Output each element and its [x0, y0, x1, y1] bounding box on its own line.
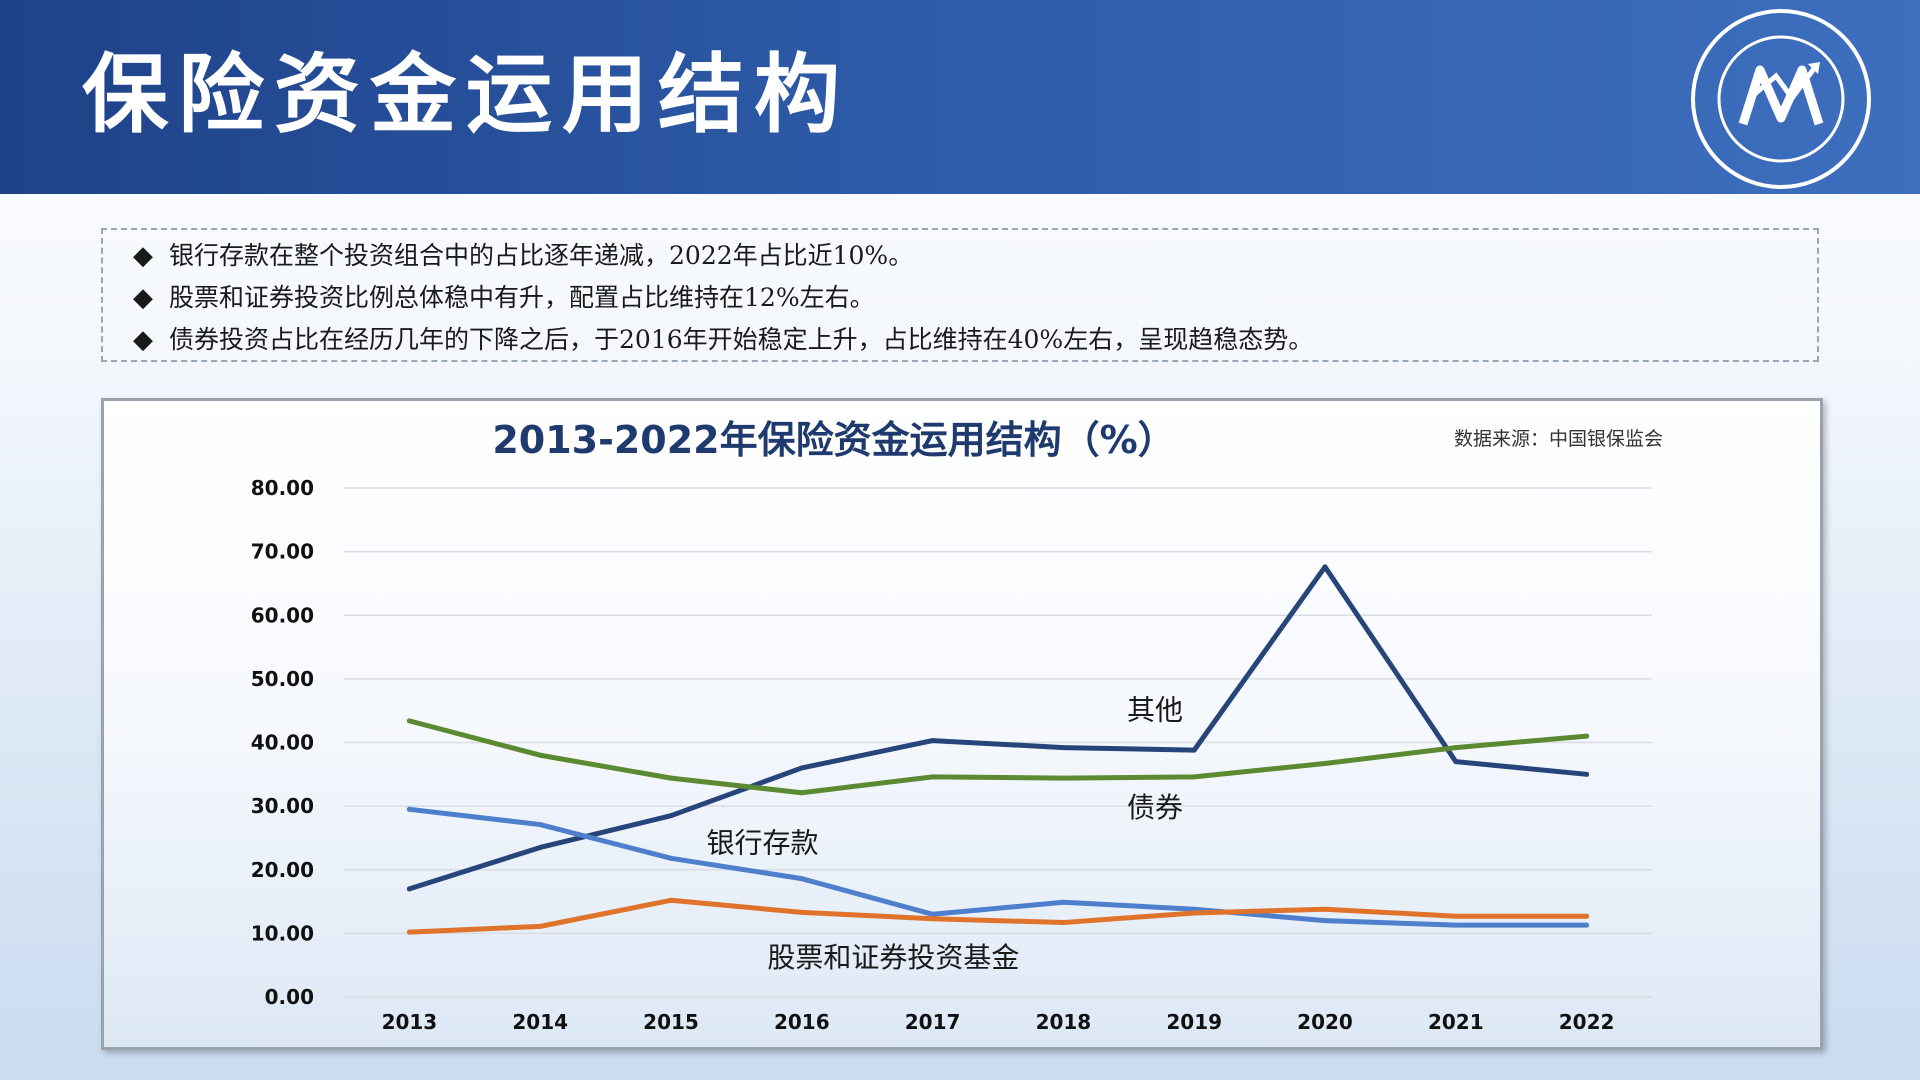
- x-tick-label: 2018: [1036, 1010, 1092, 1034]
- data-point: [799, 765, 805, 771]
- series-label: 债券: [1127, 791, 1183, 824]
- series-line-2: [406, 806, 1590, 928]
- data-point: [1191, 747, 1197, 753]
- data-point: [1584, 733, 1590, 739]
- page-title: 保险资金运用结构: [82, 45, 850, 145]
- data-point: [930, 911, 936, 917]
- data-point: [668, 775, 674, 781]
- data-point: [537, 923, 543, 929]
- x-tick-label: 2014: [512, 1010, 568, 1034]
- data-point: [1453, 913, 1459, 919]
- series-label: 股票和证券投资基金: [767, 941, 1019, 974]
- series-line-1: [406, 718, 1590, 796]
- x-tick-label: 2019: [1166, 1010, 1222, 1034]
- key-point-1: ◆ 银行存款在整个投资组合中的占比逐年递减，2022年占比近10%。: [133, 241, 914, 271]
- y-tick-label: 60.00: [251, 603, 314, 627]
- data-point: [1322, 760, 1328, 766]
- line-chart: 2013-2022年保险资金运用结构（%） 数据来源：中国银保监会 0.00 10…: [251, 418, 1663, 1034]
- y-tick-label: 20.00: [251, 858, 314, 882]
- x-tick-label: 2022: [1559, 1010, 1615, 1034]
- key-points-box: ◆ 银行存款在整个投资组合中的占比逐年递减，2022年占比近10%。 ◆ 股票和证券…: [101, 228, 1819, 362]
- key-point-2: ◆ 股票和证券投资比例总体稳中有升，配置占比维持在12%左右。: [133, 283, 875, 313]
- chart-panel: 2013-2022年保险资金运用结构（%） 数据来源：中国银保监会 0.00 10…: [101, 398, 1823, 1050]
- data-point: [537, 844, 543, 850]
- data-point: [668, 813, 674, 819]
- y-tick-label: 10.00: [251, 921, 314, 945]
- chart-source: 数据来源：中国银保监会: [1454, 428, 1663, 450]
- series-label: 银行存款: [707, 827, 819, 860]
- x-tick-label: 2017: [905, 1010, 961, 1034]
- y-tick-label: 30.00: [251, 794, 314, 818]
- bullet-diamond-icon: ◆: [133, 241, 153, 271]
- data-point: [1453, 922, 1459, 928]
- data-point: [406, 718, 412, 724]
- bullet-diamond-icon: ◆: [133, 325, 153, 355]
- data-point: [930, 738, 936, 744]
- data-point: [1453, 745, 1459, 751]
- x-tick-label: 2016: [774, 1010, 830, 1034]
- data-point: [799, 790, 805, 796]
- chart-title: 2013-2022年保险资金运用结构（%）: [492, 418, 1175, 462]
- data-point: [1191, 906, 1197, 912]
- data-point: [406, 806, 412, 812]
- data-point: [1191, 774, 1197, 780]
- data-point: [1584, 922, 1590, 928]
- data-point: [1322, 906, 1328, 912]
- y-tick-label: 40.00: [251, 731, 314, 755]
- header-banner: 保险资金运用结构: [0, 0, 1920, 194]
- y-tick-label: 70.00: [251, 540, 314, 564]
- data-point: [1584, 913, 1590, 919]
- y-tick-label: 50.00: [251, 667, 314, 691]
- data-point: [799, 909, 805, 915]
- data-point: [930, 774, 936, 780]
- data-point: [406, 929, 412, 935]
- y-tick-label: 0.00: [265, 985, 314, 1009]
- x-tick-label: 2013: [382, 1010, 438, 1034]
- data-point: [1060, 899, 1066, 905]
- data-point: [1060, 745, 1066, 751]
- series-line-3: [406, 897, 1590, 935]
- data-point: [1322, 564, 1328, 570]
- bullet-diamond-icon: ◆: [133, 283, 153, 313]
- series-line-0: [406, 564, 1590, 892]
- key-point-3: ◆ 债券投资占比在经历几年的下降之后，于2016年开始稳定上升，占比维持在40%左…: [133, 325, 1314, 355]
- data-point: [537, 752, 543, 758]
- research-center-logo-icon: [1691, 9, 1871, 189]
- data-point: [1322, 918, 1328, 924]
- y-tick-label: 80.00: [251, 476, 314, 500]
- data-point: [1060, 775, 1066, 781]
- data-point: [930, 916, 936, 922]
- data-point: [668, 855, 674, 861]
- x-tick-label: 2020: [1297, 1010, 1353, 1034]
- data-point: [1453, 759, 1459, 765]
- data-point: [799, 876, 805, 882]
- data-point: [406, 886, 412, 892]
- x-tick-label: 2021: [1428, 1010, 1484, 1034]
- data-point: [1584, 771, 1590, 777]
- data-point: [1060, 920, 1066, 926]
- x-tick-label: 2015: [643, 1010, 699, 1034]
- data-point: [537, 822, 543, 828]
- series-label: 其他: [1127, 693, 1183, 726]
- data-point: [668, 897, 674, 903]
- data-point: [1191, 910, 1197, 916]
